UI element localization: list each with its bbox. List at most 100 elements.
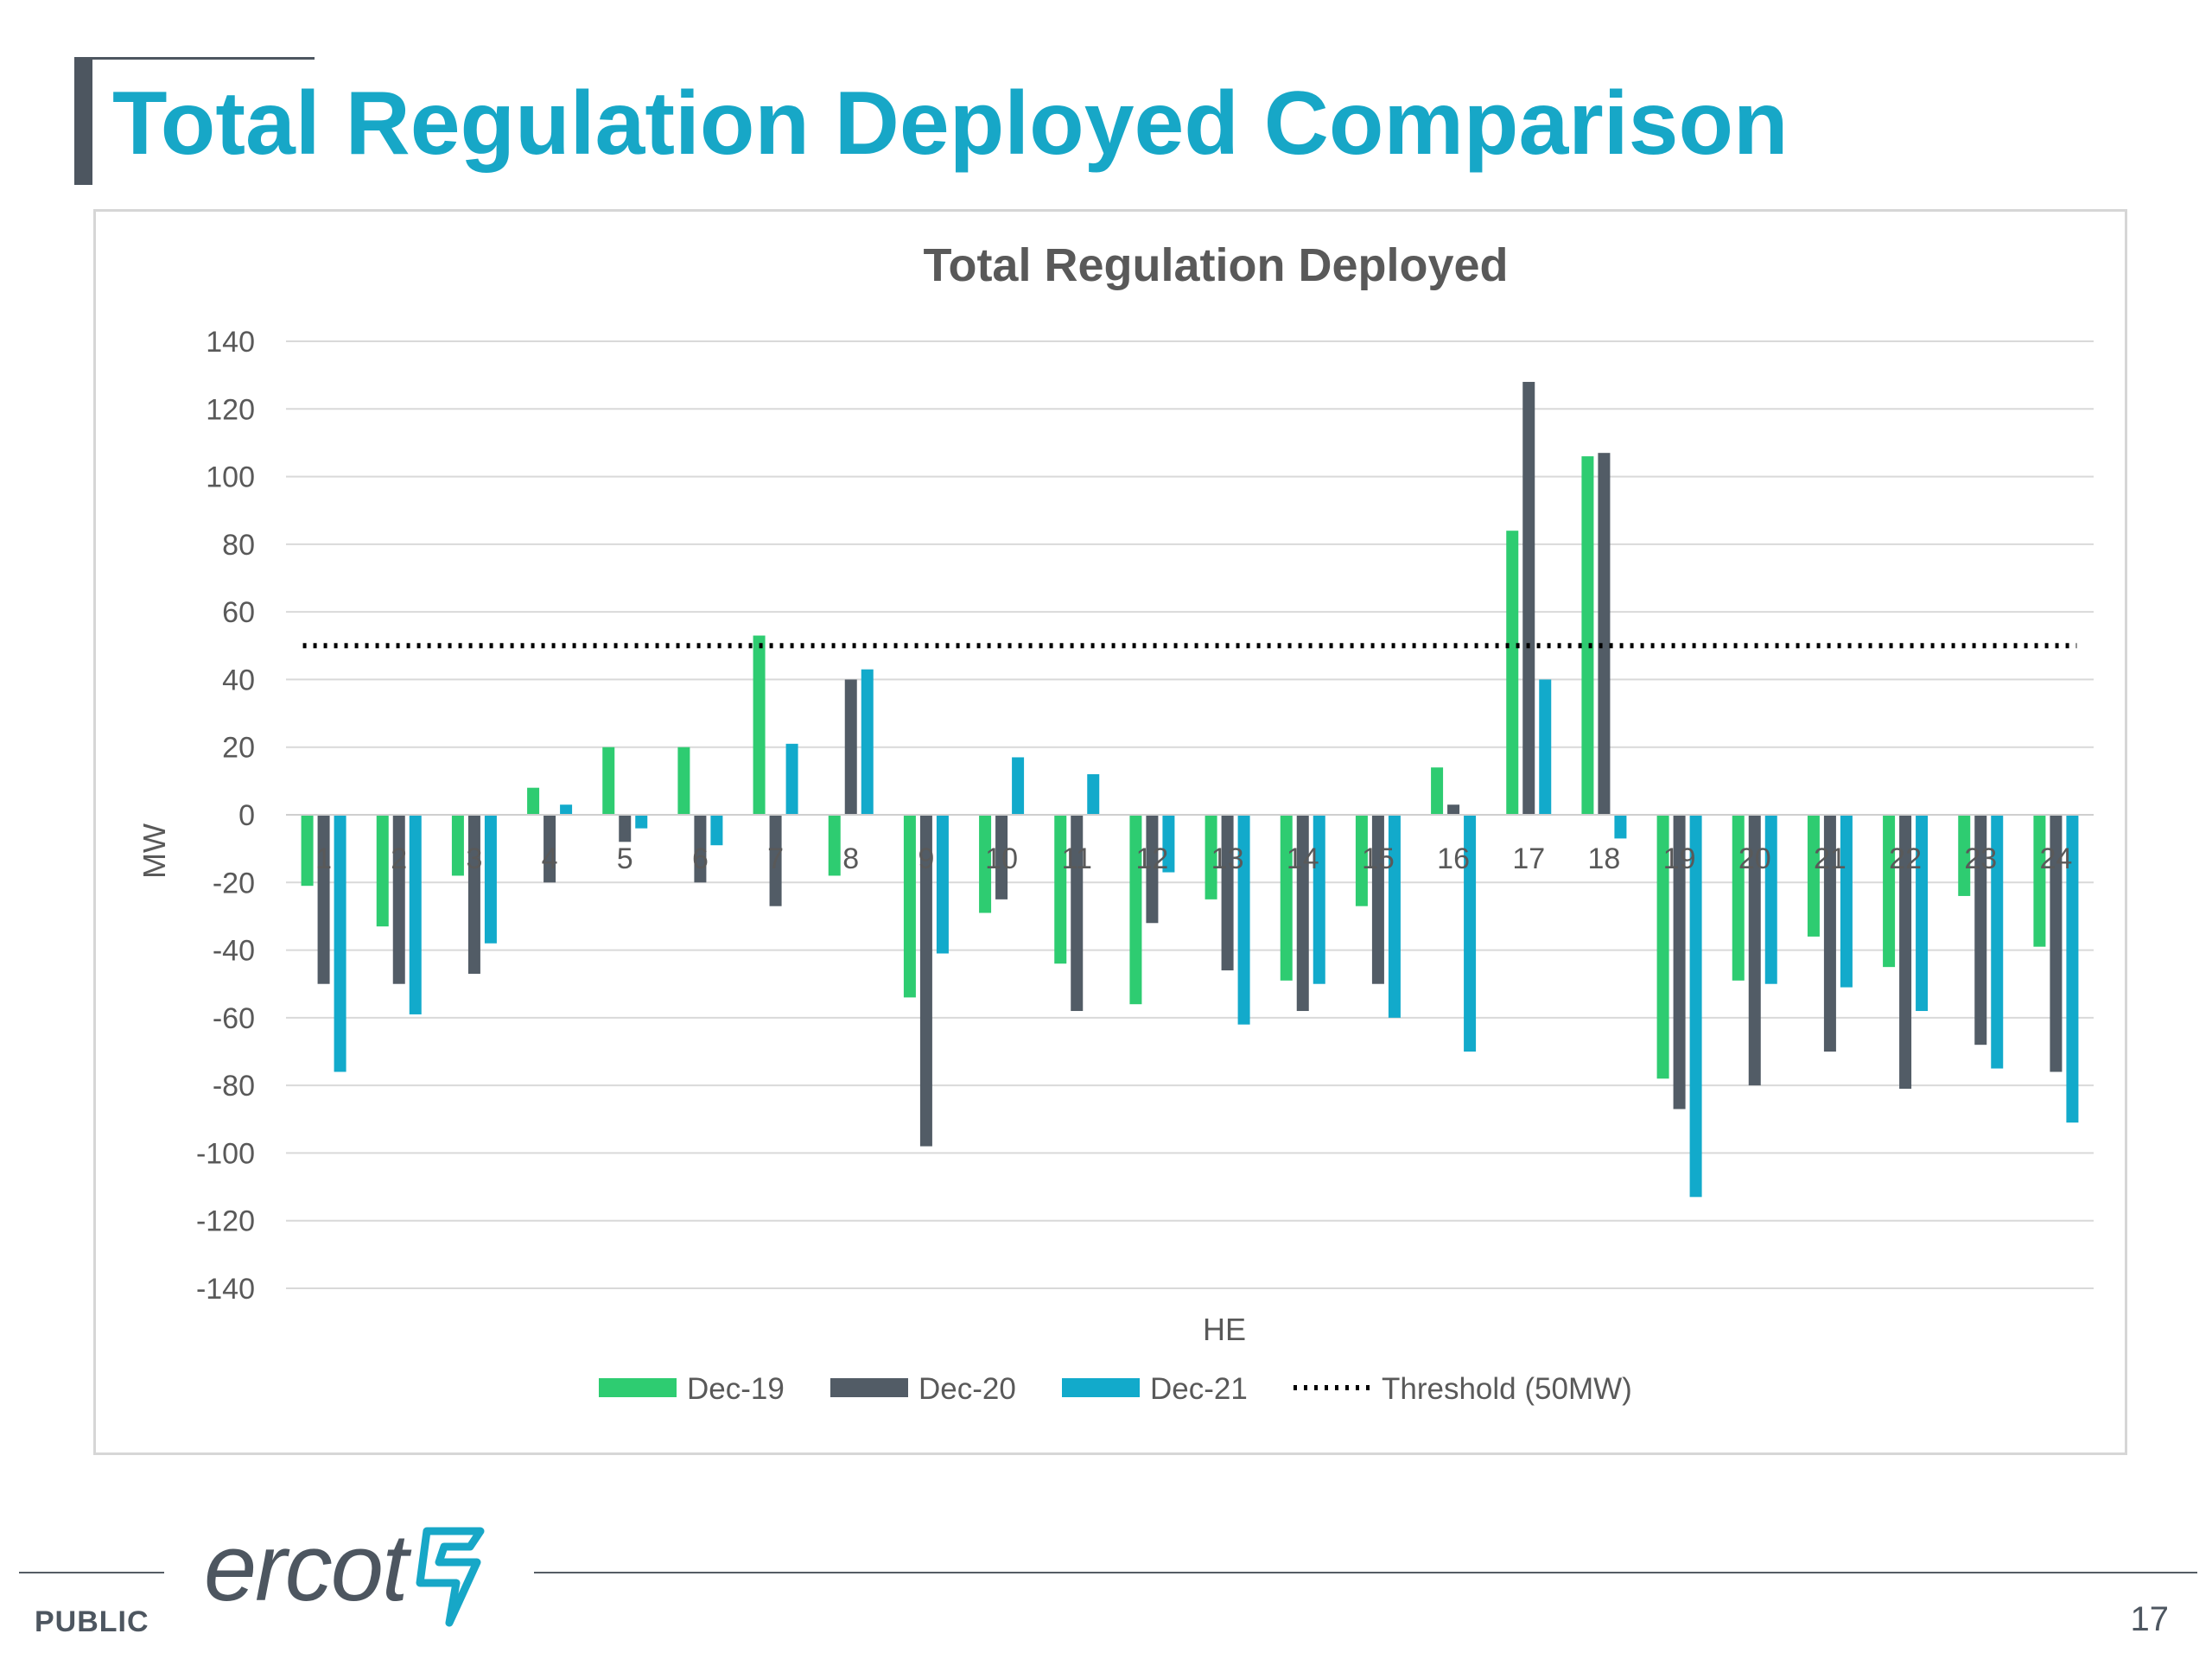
bar-dec-21 [1464, 815, 1477, 1052]
bar-dec-19 [1581, 456, 1594, 815]
x-tick-label: 17 [1512, 842, 1545, 875]
bar-dec-20 [1522, 381, 1535, 815]
x-tick-label: 14 [1287, 842, 1319, 875]
bar-dec-19 [753, 635, 766, 815]
y-tick-label: 80 [222, 529, 255, 562]
y-tick-label: 60 [222, 596, 255, 629]
footer-classification: PUBLIC [35, 1605, 149, 1638]
bar-dec-19 [903, 815, 916, 998]
x-tick-label: 18 [1588, 842, 1621, 875]
y-tick-label: -80 [213, 1070, 255, 1103]
y-tick-label: 0 [238, 799, 255, 832]
bar-dec-19 [979, 815, 992, 913]
bar-dec-20 [919, 815, 932, 1147]
footer-divider-right [534, 1572, 2197, 1573]
y-tick-label: 120 [206, 393, 255, 426]
bar-dec-20 [1673, 815, 1686, 1109]
bar-dec-19 [301, 815, 314, 887]
y-tick-label: -140 [196, 1273, 255, 1306]
legend-label: Threshold (50MW) [1382, 1372, 1632, 1406]
bar-dec-21 [1313, 815, 1325, 984]
bar-dec-20 [1899, 815, 1912, 1090]
x-tick-label: 23 [1964, 842, 1997, 875]
bar-dec-21 [1614, 815, 1627, 839]
bar-dec-21 [409, 815, 422, 1014]
x-tick-label: 24 [2040, 842, 2073, 875]
ercot-logo: ercot [204, 1521, 498, 1633]
y-axis-label: MW [137, 823, 172, 879]
bar-dec-21 [710, 815, 723, 846]
bar-dec-19 [1355, 815, 1368, 906]
bar-dec-20 [1371, 815, 1384, 984]
x-tick-label: 22 [1889, 842, 1922, 875]
logo-wordmark: ercot [204, 1515, 409, 1621]
x-tick-label: 6 [692, 842, 709, 875]
bar-dec-21 [635, 815, 648, 829]
x-tick-label: 10 [985, 842, 1018, 875]
bar-dec-19 [1129, 815, 1142, 1005]
bar-dec-19 [1883, 815, 1896, 968]
legend-swatch [1062, 1378, 1140, 1397]
bar-dec-20 [769, 815, 782, 906]
x-tick-label: 3 [466, 842, 482, 875]
bar-dec-20 [1071, 815, 1084, 1012]
bar-dec-20 [1447, 804, 1460, 815]
bar-dec-19 [1054, 815, 1067, 964]
bar-dec-20 [1296, 815, 1309, 1012]
legend-label: Dec-21 [1150, 1372, 1248, 1406]
bar-dec-19 [602, 747, 615, 815]
bar-dec-19 [451, 815, 464, 876]
bar-dec-19 [1506, 531, 1519, 815]
x-tick-label: 21 [1814, 842, 1847, 875]
bar-dec-19 [828, 815, 841, 876]
bar-dec-20 [392, 815, 405, 984]
bar-dec-20 [317, 815, 330, 984]
bar-dec-19 [1431, 767, 1444, 815]
x-axis-label: HE [1203, 1312, 1246, 1347]
x-tick-label: 19 [1663, 842, 1696, 875]
bar-dec-21 [1539, 679, 1552, 815]
bar-dec-21 [1764, 815, 1777, 984]
bar-dec-21 [334, 815, 346, 1072]
bar-dec-20 [1748, 815, 1761, 1086]
bar-dec-21 [1087, 774, 1100, 815]
bar-dec-20 [1146, 815, 1159, 924]
y-tick-label: 140 [206, 326, 255, 359]
y-tick-label: -60 [213, 1002, 255, 1035]
bar-dec-21 [1162, 815, 1175, 873]
x-tick-label: 9 [918, 842, 934, 875]
bar-dec-19 [1280, 815, 1293, 981]
x-tick-label: 8 [842, 842, 859, 875]
bar-dec-21 [560, 804, 573, 815]
bar-dec-20 [694, 815, 707, 883]
bar-dec-20 [467, 815, 480, 974]
legend-swatch [830, 1378, 908, 1397]
bar-dec-20 [2050, 815, 2063, 1072]
y-tick-label: -100 [196, 1137, 255, 1170]
legend-swatch [599, 1378, 677, 1397]
y-tick-label: -120 [196, 1205, 255, 1238]
x-tick-label: 20 [1738, 842, 1771, 875]
bar-dec-19 [2033, 815, 2046, 947]
legend-label: Dec-19 [687, 1372, 785, 1406]
bar-dec-21 [1916, 815, 1929, 1012]
x-tick-label: 2 [391, 842, 407, 875]
bar-dec-20 [995, 815, 1008, 899]
bar-dec-21 [1991, 815, 2004, 1069]
x-tick-label: 4 [542, 842, 558, 875]
bar-dec-20 [1974, 815, 1987, 1046]
bar-dec-21 [1689, 815, 1702, 1198]
bar-dec-21 [484, 815, 497, 944]
x-tick-label: 11 [1062, 842, 1092, 875]
bar-dec-21 [2066, 815, 2079, 1123]
x-tick-label: 7 [767, 842, 784, 875]
chart-title: Total Regulation Deployed [923, 239, 1508, 291]
bar-dec-19 [677, 747, 690, 815]
x-tick-label: 1 [315, 842, 332, 875]
bar-dec-19 [527, 787, 540, 815]
page-number: 17 [2130, 1600, 2170, 1638]
bar-dec-19 [1656, 815, 1669, 1079]
y-tick-label: 40 [222, 664, 255, 696]
x-tick-label: 5 [617, 842, 633, 875]
bar-dec-19 [1205, 815, 1217, 899]
